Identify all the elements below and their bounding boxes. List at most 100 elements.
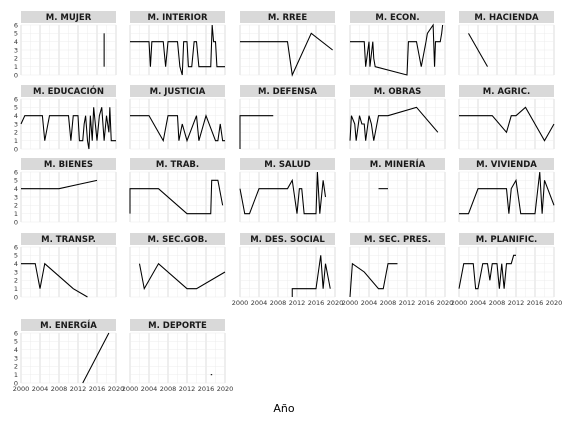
series-line-m-planific: [458, 254, 516, 290]
panel-title: M. HACIENDA: [474, 13, 539, 23]
y-tick-label: 4: [14, 185, 18, 193]
series-line-m-transp: [21, 262, 88, 298]
series-line-m-des-social: [291, 255, 331, 297]
y-tick-label: 2: [14, 129, 18, 137]
x-tick-label: 2016: [527, 299, 544, 307]
series-line-m-vivienda: [459, 171, 555, 215]
panel-title: M. AGRIC.: [483, 87, 530, 97]
series-line-m-hacienda: [468, 33, 488, 67]
series-line-m-agric: [459, 106, 555, 142]
y-tick-label: 1: [14, 210, 18, 218]
y-tick-label: 5: [14, 252, 18, 260]
panel-title: M. JUSTICIA: [150, 87, 206, 97]
y-tick-label: 6: [14, 21, 18, 29]
panel-m-hacienda: M. HACIENDA: [458, 11, 555, 76]
panel-strip: [21, 85, 116, 97]
panel-m-interior: M. INTERIOR: [129, 11, 226, 76]
panel-strip: [240, 85, 335, 97]
y-tick-label: 5: [14, 177, 18, 185]
y-tick-label: 1: [14, 63, 18, 71]
panel-title: M. EDUCACIÓN: [33, 85, 104, 97]
panel-strip: [130, 85, 225, 97]
y-tick-label: 5: [14, 30, 18, 38]
x-tick-label: 2008: [270, 299, 287, 307]
panel-strip: [350, 158, 445, 170]
panel-strip: [350, 85, 445, 97]
y-tick-label: 4: [14, 38, 18, 46]
panel-m-planific: M. PLANIFIC. 2000 2004 2008 2012 2016 2020: [451, 233, 562, 307]
y-tick-label: 2: [14, 55, 18, 63]
panel-strip: [459, 11, 554, 23]
series-line-m-rree: [240, 32, 333, 77]
y-tick-label: 0: [14, 145, 18, 153]
panel-strip: [130, 11, 225, 23]
series-line-m-defensa: [239, 115, 274, 149]
y-tick-label: 3: [14, 120, 18, 128]
series-line-m-trab: [129, 179, 224, 215]
y-tick-label: 2: [14, 202, 18, 210]
y-tick-label: 0: [14, 293, 18, 301]
x-tick-label: 2020: [437, 299, 454, 307]
panel-title: M. RREE: [268, 13, 308, 23]
x-tick-label: 2012: [289, 299, 306, 307]
panel-title: M. INTERIOR: [147, 13, 207, 23]
y-tick-label: 4: [14, 112, 18, 120]
y-tick-label: 6: [14, 95, 18, 103]
y-tick-label: 4: [14, 260, 18, 268]
panel-title: M. MUJER: [46, 13, 92, 23]
series-line-m-obras: [349, 106, 439, 141]
panel-title: M. OBRAS: [374, 87, 422, 97]
y-tick-label: 1: [14, 285, 18, 293]
panel-title: M. ECON.: [375, 13, 419, 23]
y-tick-label: 6: [14, 243, 18, 251]
y-tick-label: 3: [14, 46, 18, 54]
panel-strip: [21, 158, 116, 170]
x-tick-label: 2008: [489, 299, 506, 307]
panel-title: M. MINERÍA: [370, 158, 426, 170]
panel-strip: [350, 11, 445, 23]
y-tick-label: 2: [14, 277, 18, 285]
panel-m-obras: M. OBRAS: [349, 85, 446, 150]
panel-m-rree: M. RREE: [239, 11, 336, 77]
panel-m-trab: M. TRAB.: [129, 158, 226, 223]
x-tick-label: 2004: [470, 299, 487, 307]
x-tick-label: 2020: [108, 385, 125, 393]
panel-m-agric: M. AGRIC.: [458, 85, 555, 150]
y-tick-label: 3: [14, 268, 18, 276]
series-line-m-econ: [350, 23, 444, 76]
x-tick-label: 2004: [361, 299, 378, 307]
series-line-m-sec-gob: [138, 262, 226, 291]
panel-m-sec-gob: M. SEC.GOB.: [129, 233, 226, 298]
panel-title: M. PLANIFIC.: [476, 235, 538, 245]
x-tick-label: 2012: [399, 299, 416, 307]
panel-m-mineria: M. MINERÍA: [349, 158, 446, 223]
panel-title: M. DEPORTE: [148, 321, 207, 331]
series-line-m-sec-pres: [349, 262, 398, 298]
panel-m-vivienda: M. VIVIENDA: [458, 158, 555, 223]
y-tick-label: 0: [14, 218, 18, 226]
y-tick-label: 1: [14, 371, 18, 379]
x-tick-label: 2000: [451, 299, 468, 307]
panel-strip: [350, 233, 445, 245]
panel-title: M. DEFENSA: [258, 87, 317, 97]
panel-strip: [459, 233, 554, 245]
y-tick-label: 2: [14, 363, 18, 371]
series-line-m-interior: [130, 24, 225, 76]
y-tick-label: 5: [14, 338, 18, 346]
panel-strip: [459, 85, 554, 97]
x-tick-label: 2016: [89, 385, 106, 393]
x-tick-label: 2000: [342, 299, 359, 307]
y-tick-label: 1: [14, 137, 18, 145]
panel-m-justicia: M. JUSTICIA: [129, 85, 226, 150]
y-tick-label: 3: [14, 354, 18, 362]
panel-title: M. ENERGÍA: [40, 319, 97, 331]
panel-m-deporte: M. DEPORTE 2000 2004 2008 2012 2016 2020: [122, 319, 233, 393]
panel-strip: [130, 158, 225, 170]
panel-m-defensa: M. DEFENSA: [239, 85, 336, 150]
panel-title: M. DES. SOCIAL: [250, 235, 325, 245]
series-line-m-justicia: [130, 114, 225, 143]
